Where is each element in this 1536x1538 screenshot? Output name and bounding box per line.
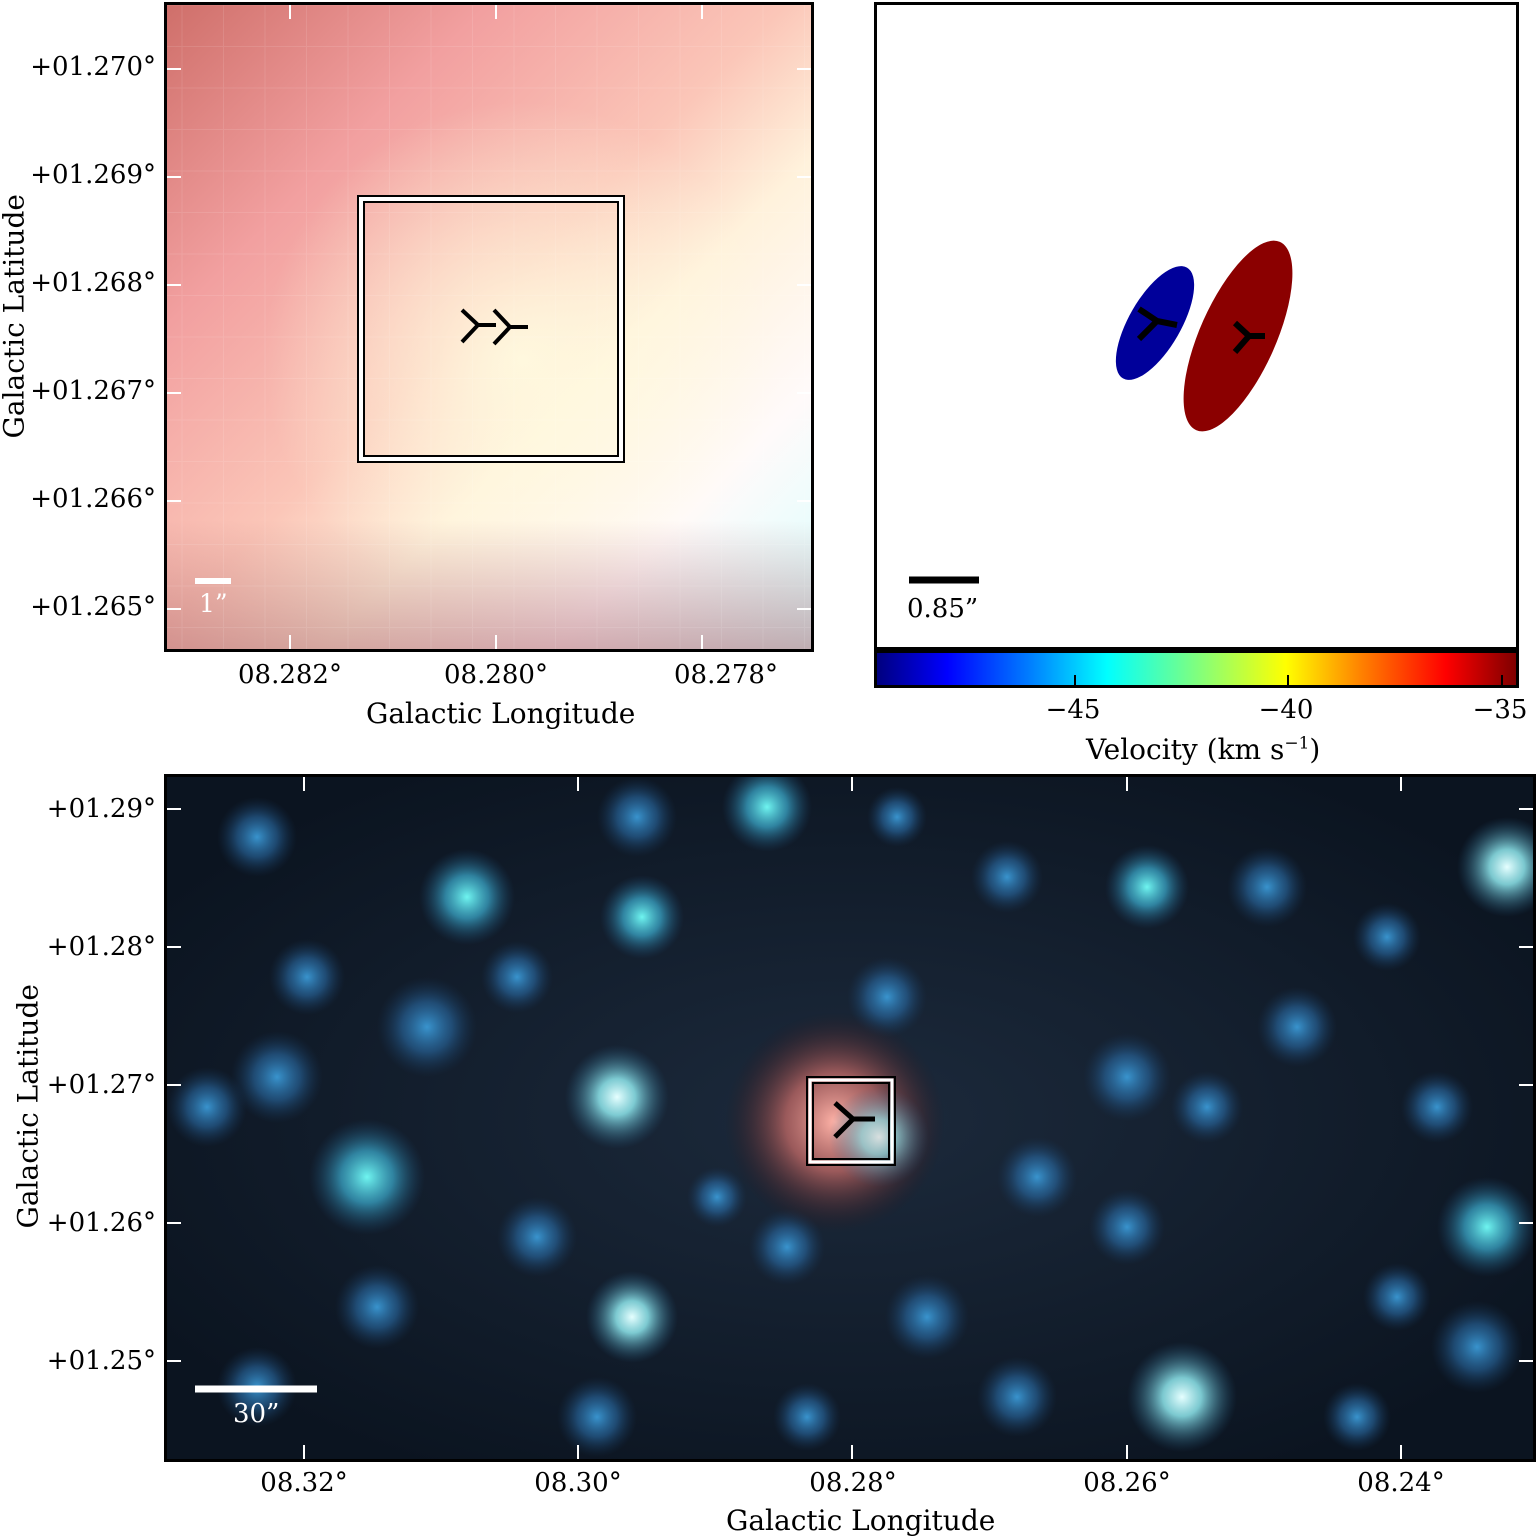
x-tick-label: 08.32° [260, 1468, 348, 1498]
x-tick-label: 08.24° [1357, 1468, 1445, 1498]
y-tick-label: +01.28° [46, 932, 156, 962]
zoom-image-panel: 1” [164, 2, 814, 652]
y-tick-label: +01.26° [46, 1208, 156, 1238]
y-axis-title: Galactic Latitude [0, 194, 31, 439]
y-tick-label: +01.265° [30, 592, 156, 622]
x-axis-title: Galactic Longitude [366, 697, 636, 730]
y-tick-label: +01.268° [30, 268, 156, 298]
y-axis-title: Galactic Latitude [11, 984, 45, 1229]
scale-bar-label: 0.85” [907, 594, 979, 624]
region-box-inner [812, 1082, 890, 1160]
region-box-outer [357, 195, 625, 463]
colorbar-tick-label: −40 [1258, 695, 1314, 725]
scale-bar-label: 30” [233, 1399, 280, 1429]
colorbar-tick-label: −45 [1045, 695, 1101, 725]
source-marker-icon [460, 308, 528, 346]
x-tick-label: 08.278° [674, 660, 778, 690]
colorbar-title: Velocity (km s−1) [1086, 733, 1321, 766]
wide-field-image-panel: 30” [164, 774, 1536, 1462]
y-tick-label: +01.270° [30, 52, 156, 82]
tick-marks [167, 777, 1533, 1459]
region-box-outer [806, 1076, 896, 1166]
y-tick-label: +01.25° [46, 1346, 156, 1376]
source-marker-icon [833, 1101, 875, 1139]
velocity-colorbar [874, 650, 1519, 688]
velocity-map-panel: 0.85” [874, 2, 1519, 650]
x-tick-label: 08.26° [1083, 1468, 1171, 1498]
colorbar-tick-label: −35 [1472, 695, 1528, 725]
scale-bar-label: 1” [199, 589, 228, 618]
x-tick-label: 08.28° [809, 1468, 897, 1498]
red-velocity-component [1183, 240, 1293, 432]
y-tick-label: +01.27° [46, 1070, 156, 1100]
velocity-map-svg [909, 240, 1293, 584]
source-marker-icon [1136, 306, 1265, 354]
y-tick-label: +01.29° [46, 794, 156, 824]
tick-marks [167, 5, 811, 649]
x-axis-title: Galactic Longitude [726, 1504, 996, 1537]
y-tick-label: +01.267° [30, 376, 156, 406]
x-tick-label: 08.282° [238, 660, 342, 690]
y-tick-label: +01.266° [30, 484, 156, 514]
y-tick-label: +01.269° [30, 160, 156, 190]
star-field [167, 777, 1533, 1457]
wide-field-image-svg [167, 777, 1533, 1459]
zoom-image-svg [167, 5, 811, 649]
x-tick-label: 08.280° [444, 660, 548, 690]
region-box-inner [363, 201, 619, 457]
x-tick-label: 08.30° [534, 1468, 622, 1498]
